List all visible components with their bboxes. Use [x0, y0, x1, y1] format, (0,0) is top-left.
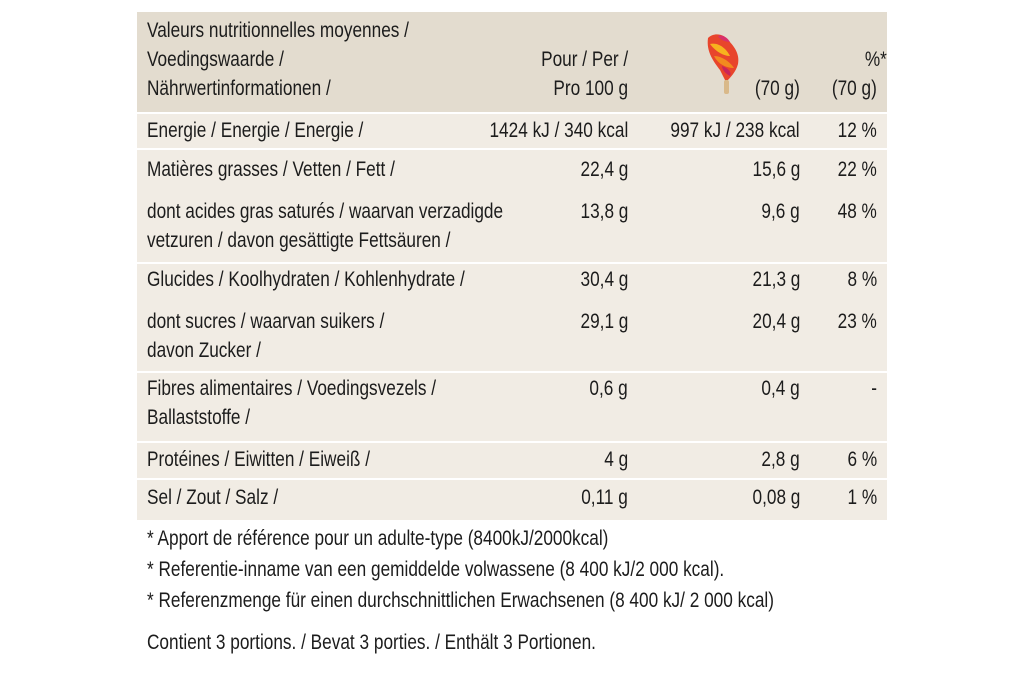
row-energie-percent: 12 %: [837, 119, 877, 142]
footnote-fr: * Apport de référence pour un adulte-typ…: [147, 527, 609, 550]
row-carbs-percent: 8 %: [847, 268, 877, 291]
row-energie-label: Energie / Energie / Energie /: [147, 119, 364, 142]
row-carbs-label: Glucides / Koolhydraten / Kohlenhydrate …: [147, 268, 465, 291]
row-divider: [137, 112, 887, 114]
row-fibre-label-line-1: Fibres alimentaires / Voedingsvezels /: [147, 377, 437, 400]
ice-cream-icon: [707, 34, 739, 94]
footnote-nl: * Referentie-inname van een gemiddelde v…: [147, 558, 725, 581]
row-carbs-portion: 21,3 g: [752, 268, 800, 291]
row-fibre-per100: 0,6 g: [589, 377, 628, 400]
row-saturated-label-line-2: vetzuren / davon gesättigte Fettsäuren /: [147, 229, 451, 252]
header-label-line-2: Voedingswaarde /: [147, 48, 284, 71]
row-protein-label: Protéines / Eiwitten / Eiweiß /: [147, 448, 370, 471]
row-sugars-label-line-2: davon Zucker /: [147, 339, 261, 362]
row-salt-portion: 0,08 g: [752, 486, 800, 509]
row-fat-per100: 22,4 g: [580, 158, 628, 181]
header-percent-line-1: %*: [864, 48, 887, 71]
row-fibre-percent: -: [871, 377, 877, 400]
row-protein-percent: 6 %: [847, 448, 877, 471]
row-energie-portion: 997 kJ / 238 kcal: [670, 119, 800, 142]
row-saturated-portion: 9,6 g: [761, 200, 800, 223]
header-percent-line-2: (70 g): [832, 77, 877, 100]
footnote-de: * Referenzmenge für einen durchschnittli…: [147, 589, 774, 612]
row-salt-percent: 1 %: [847, 486, 877, 509]
row-fat-percent: 22 %: [837, 158, 877, 181]
header-portion-label: (70 g): [755, 77, 800, 100]
row-fibre-portion: 0,4 g: [761, 377, 800, 400]
header-label-line-3: Nährwertinformationen /: [147, 77, 331, 100]
row-sugars-portion: 20,4 g: [752, 310, 800, 333]
row-protein-per100: 4 g: [604, 448, 628, 471]
header-label-line-1: Valeurs nutritionnelles moyennes /: [147, 19, 409, 42]
row-fat-label: Matières grasses / Vetten / Fett /: [147, 158, 395, 181]
table-header-band: [137, 12, 887, 112]
row-protein-portion: 2,8 g: [761, 448, 800, 471]
row-sugars-percent: 23 %: [837, 310, 877, 333]
row-sugars-per100: 29,1 g: [580, 310, 628, 333]
row-salt-label: Sel / Zout / Salz /: [147, 486, 279, 509]
row-sugars-label-line-1: dont sucres / waarvan suikers /: [147, 310, 385, 333]
header-per100-line-2: Pro 100 g: [553, 77, 628, 100]
row-saturated-percent: 48 %: [837, 200, 877, 223]
row-divider: [137, 371, 887, 373]
row-fat-portion: 15,6 g: [752, 158, 800, 181]
row-energie-per100: 1424 kJ / 340 kcal: [489, 119, 628, 142]
row-divider: [137, 262, 887, 264]
row-divider: [137, 478, 887, 480]
row-divider: [137, 148, 887, 150]
row-carbs-per100: 30,4 g: [580, 268, 628, 291]
header-per100-line-1: Pour / Per /: [540, 48, 628, 71]
row-fibre-label-line-2: Ballaststoffe /: [147, 406, 251, 429]
row-divider: [137, 441, 887, 443]
row-saturated-label-line-1: dont acides gras saturés / waarvan verza…: [147, 200, 504, 223]
row-saturated-per100: 13,8 g: [580, 200, 628, 223]
row-salt-per100: 0,11 g: [581, 486, 628, 509]
portions-note: Contient 3 portions. / Bevat 3 porties. …: [147, 631, 596, 654]
